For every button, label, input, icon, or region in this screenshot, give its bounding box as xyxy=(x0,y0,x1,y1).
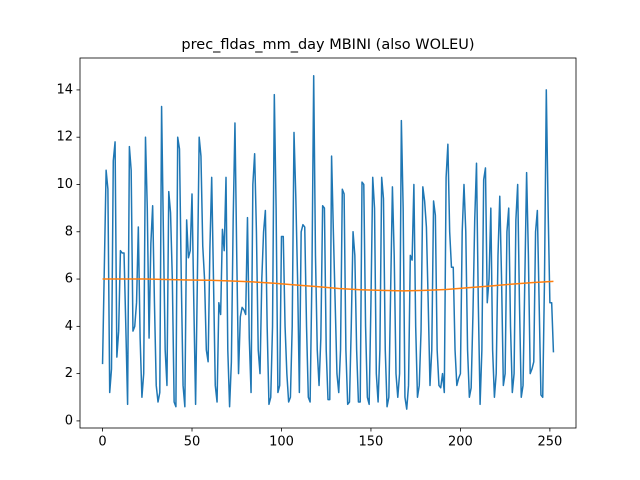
x-tick-label: 0 xyxy=(98,435,106,450)
y-tick-label: 8 xyxy=(65,224,73,239)
y-tick-label: 12 xyxy=(56,130,73,145)
y-tick-label: 4 xyxy=(65,319,73,334)
y-tick-label: 10 xyxy=(56,177,73,192)
x-tick-label: 150 xyxy=(359,435,384,450)
y-tick-label: 2 xyxy=(65,366,73,381)
y-tick-label: 6 xyxy=(65,272,73,287)
x-tick-label: 50 xyxy=(184,435,201,450)
data-line xyxy=(101,74,555,410)
x-tick-label: 100 xyxy=(269,435,294,450)
data-line xyxy=(102,278,554,292)
plot-frame xyxy=(79,57,577,429)
x-tick-label: 250 xyxy=(537,435,562,450)
y-tick-label: 0 xyxy=(65,413,73,428)
x-tick-label: 200 xyxy=(448,435,473,450)
chart-title: prec_fldas_mm_day MBINI (also WOLEU) xyxy=(181,37,474,53)
y-tick-label: 14 xyxy=(56,82,73,97)
